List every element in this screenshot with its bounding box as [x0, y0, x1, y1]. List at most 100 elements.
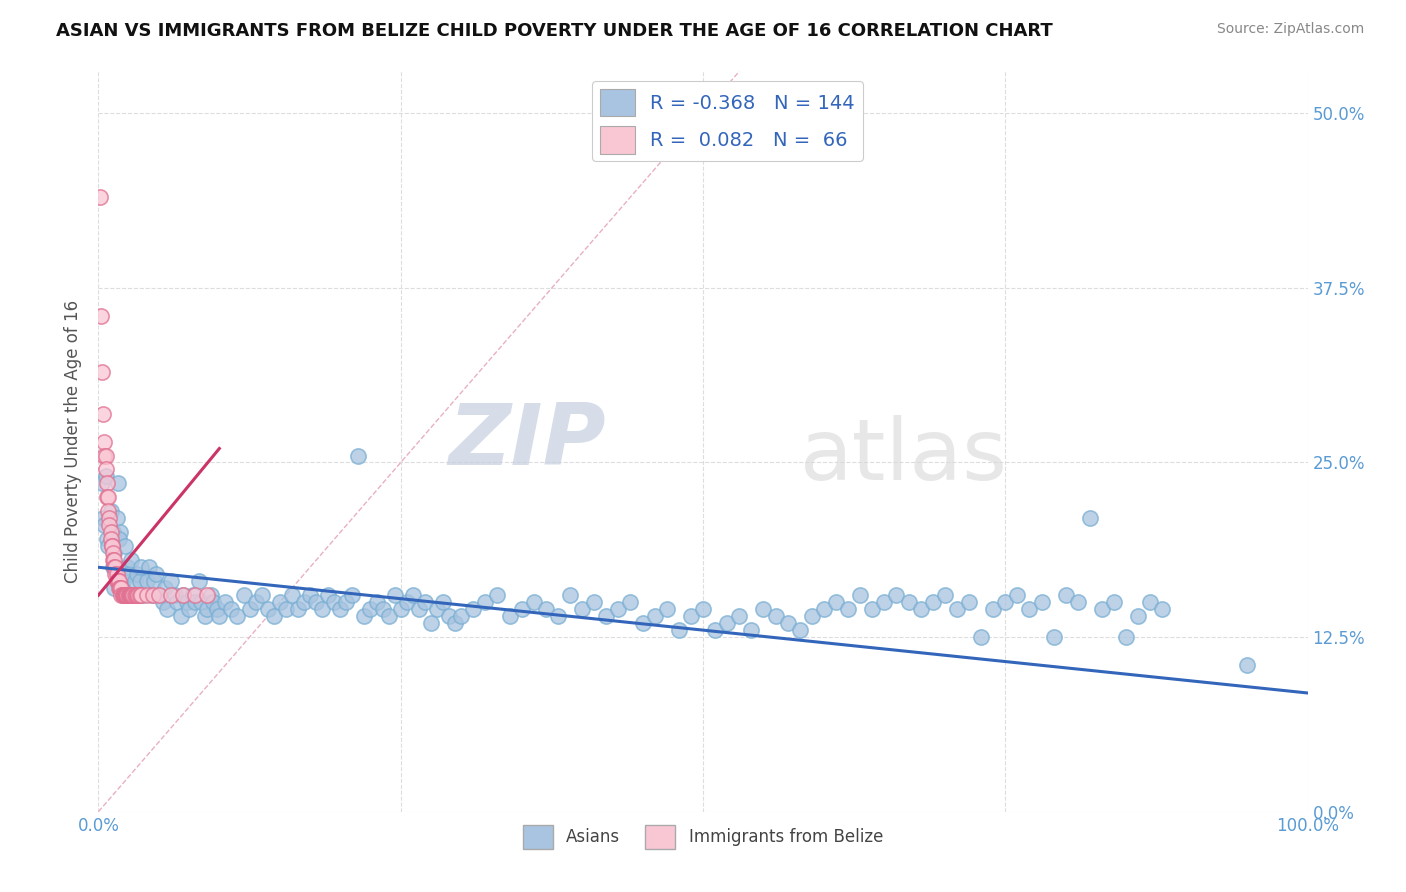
- Point: [1091, 602, 1114, 616]
- Point: [1236, 658, 1258, 673]
- Point: [408, 602, 430, 616]
- Point: [534, 602, 557, 616]
- Point: [523, 595, 546, 609]
- Point: [172, 588, 194, 602]
- Point: [444, 616, 467, 631]
- Point: [118, 588, 141, 602]
- Point: [221, 602, 243, 616]
- Point: [127, 567, 149, 582]
- Point: [583, 595, 606, 609]
- Point: [89, 190, 111, 204]
- Point: [143, 574, 166, 589]
- Point: [108, 574, 131, 589]
- Point: [860, 602, 883, 616]
- Point: [994, 595, 1017, 609]
- Point: [112, 588, 135, 602]
- Point: [347, 449, 370, 463]
- Point: [103, 581, 125, 595]
- Point: [245, 595, 267, 609]
- Point: [160, 574, 183, 589]
- Point: [105, 567, 128, 582]
- Point: [716, 616, 738, 631]
- Point: [184, 595, 207, 609]
- Point: [152, 595, 174, 609]
- Point: [413, 595, 436, 609]
- Point: [316, 588, 339, 602]
- Point: [115, 588, 138, 602]
- Point: [366, 595, 388, 609]
- Point: [97, 504, 120, 518]
- Point: [595, 609, 617, 624]
- Point: [124, 588, 146, 602]
- Point: [98, 511, 121, 525]
- Point: [389, 602, 412, 616]
- Point: [179, 602, 201, 616]
- Point: [101, 525, 124, 540]
- Point: [292, 595, 315, 609]
- Point: [184, 588, 207, 602]
- Point: [281, 588, 304, 602]
- Point: [395, 595, 418, 609]
- Point: [1115, 630, 1137, 644]
- Point: [849, 588, 872, 602]
- Point: [108, 581, 131, 595]
- Point: [93, 434, 115, 449]
- Point: [886, 588, 908, 602]
- Point: [125, 588, 148, 602]
- Point: [957, 595, 980, 609]
- Point: [111, 588, 134, 602]
- Point: [135, 588, 157, 602]
- Point: [107, 476, 129, 491]
- Point: [91, 511, 114, 525]
- Point: [117, 588, 139, 602]
- Point: [90, 309, 112, 323]
- Point: [108, 581, 131, 595]
- Point: [250, 588, 273, 602]
- Point: [93, 449, 115, 463]
- Point: [873, 595, 896, 609]
- Point: [644, 609, 666, 624]
- Point: [208, 609, 231, 624]
- Point: [118, 567, 141, 582]
- Point: [127, 588, 149, 602]
- Point: [121, 588, 143, 602]
- Point: [100, 539, 122, 553]
- Point: [121, 588, 143, 602]
- Point: [190, 595, 212, 609]
- Point: [323, 595, 346, 609]
- Point: [166, 595, 188, 609]
- Point: [631, 616, 654, 631]
- Point: [342, 588, 364, 602]
- Point: [160, 588, 183, 602]
- Point: [311, 602, 333, 616]
- Point: [114, 539, 136, 553]
- Point: [420, 616, 443, 631]
- Point: [402, 588, 425, 602]
- Point: [287, 602, 309, 616]
- Point: [1128, 609, 1150, 624]
- Point: [274, 602, 297, 616]
- Point: [96, 491, 118, 505]
- Point: [232, 588, 254, 602]
- Point: [118, 588, 141, 602]
- Point: [187, 574, 209, 589]
- Point: [1102, 595, 1125, 609]
- Point: [498, 609, 520, 624]
- Point: [124, 574, 146, 589]
- Point: [141, 588, 163, 602]
- Point: [335, 595, 357, 609]
- Point: [765, 609, 787, 624]
- Point: [100, 533, 122, 547]
- Point: [934, 588, 956, 602]
- Point: [910, 602, 932, 616]
- Point: [114, 588, 136, 602]
- Point: [163, 588, 186, 602]
- Text: ASIAN VS IMMIGRANTS FROM BELIZE CHILD POVERTY UNDER THE AGE OF 16 CORRELATION CH: ASIAN VS IMMIGRANTS FROM BELIZE CHILD PO…: [56, 22, 1053, 40]
- Point: [704, 623, 727, 637]
- Point: [91, 407, 114, 421]
- Point: [97, 491, 120, 505]
- Text: ZIP: ZIP: [449, 400, 606, 483]
- Point: [1139, 595, 1161, 609]
- Point: [377, 609, 399, 624]
- Point: [104, 560, 127, 574]
